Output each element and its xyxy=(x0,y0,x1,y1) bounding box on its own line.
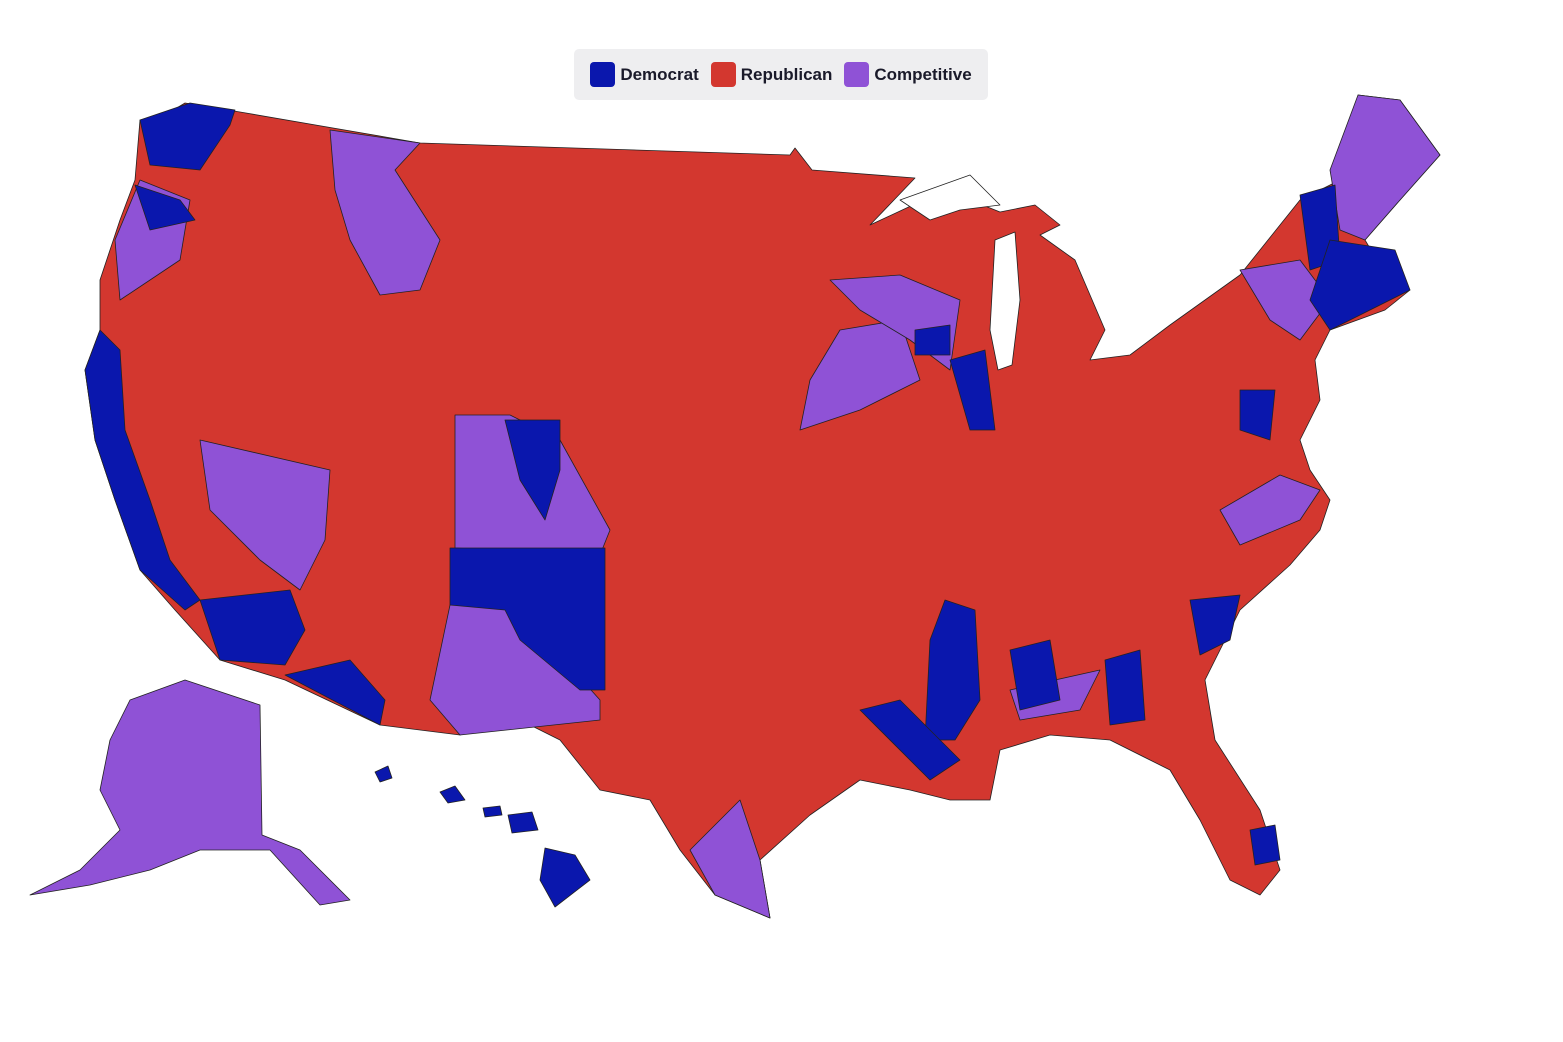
region xyxy=(284,659,386,726)
region xyxy=(1009,639,1061,711)
region xyxy=(1104,649,1146,726)
region xyxy=(199,589,306,666)
region xyxy=(504,419,561,521)
region xyxy=(539,847,591,908)
region xyxy=(1239,389,1276,441)
legend: Democrat Republican Competitive xyxy=(574,49,988,100)
region xyxy=(1219,474,1321,546)
region xyxy=(482,805,503,818)
region xyxy=(689,799,771,919)
region xyxy=(507,811,539,834)
legend-swatch xyxy=(844,62,870,87)
region xyxy=(1239,259,1331,341)
region xyxy=(859,699,961,781)
region xyxy=(84,94,1441,919)
region xyxy=(914,324,951,356)
region xyxy=(1309,239,1411,331)
legend-swatch xyxy=(710,62,736,87)
legend-label: Republican xyxy=(740,64,833,84)
region xyxy=(84,329,201,611)
legend-item: Republican xyxy=(710,62,833,87)
legend-swatch xyxy=(590,62,616,87)
region xyxy=(374,765,393,783)
region xyxy=(134,184,196,231)
legend-label: Democrat xyxy=(620,64,699,84)
legend-label: Competitive xyxy=(874,64,972,84)
lake xyxy=(989,231,1021,371)
region xyxy=(949,349,996,431)
region xyxy=(924,599,981,741)
region xyxy=(1329,94,1441,241)
legend-item: Democrat xyxy=(590,62,699,87)
region xyxy=(1189,594,1241,656)
region xyxy=(139,102,236,171)
region xyxy=(199,439,331,591)
region xyxy=(449,547,606,691)
lake xyxy=(899,174,1001,221)
region xyxy=(29,679,351,906)
region xyxy=(439,785,466,804)
legend-item: Competitive xyxy=(844,62,972,87)
region xyxy=(329,129,441,296)
region xyxy=(1249,824,1281,866)
